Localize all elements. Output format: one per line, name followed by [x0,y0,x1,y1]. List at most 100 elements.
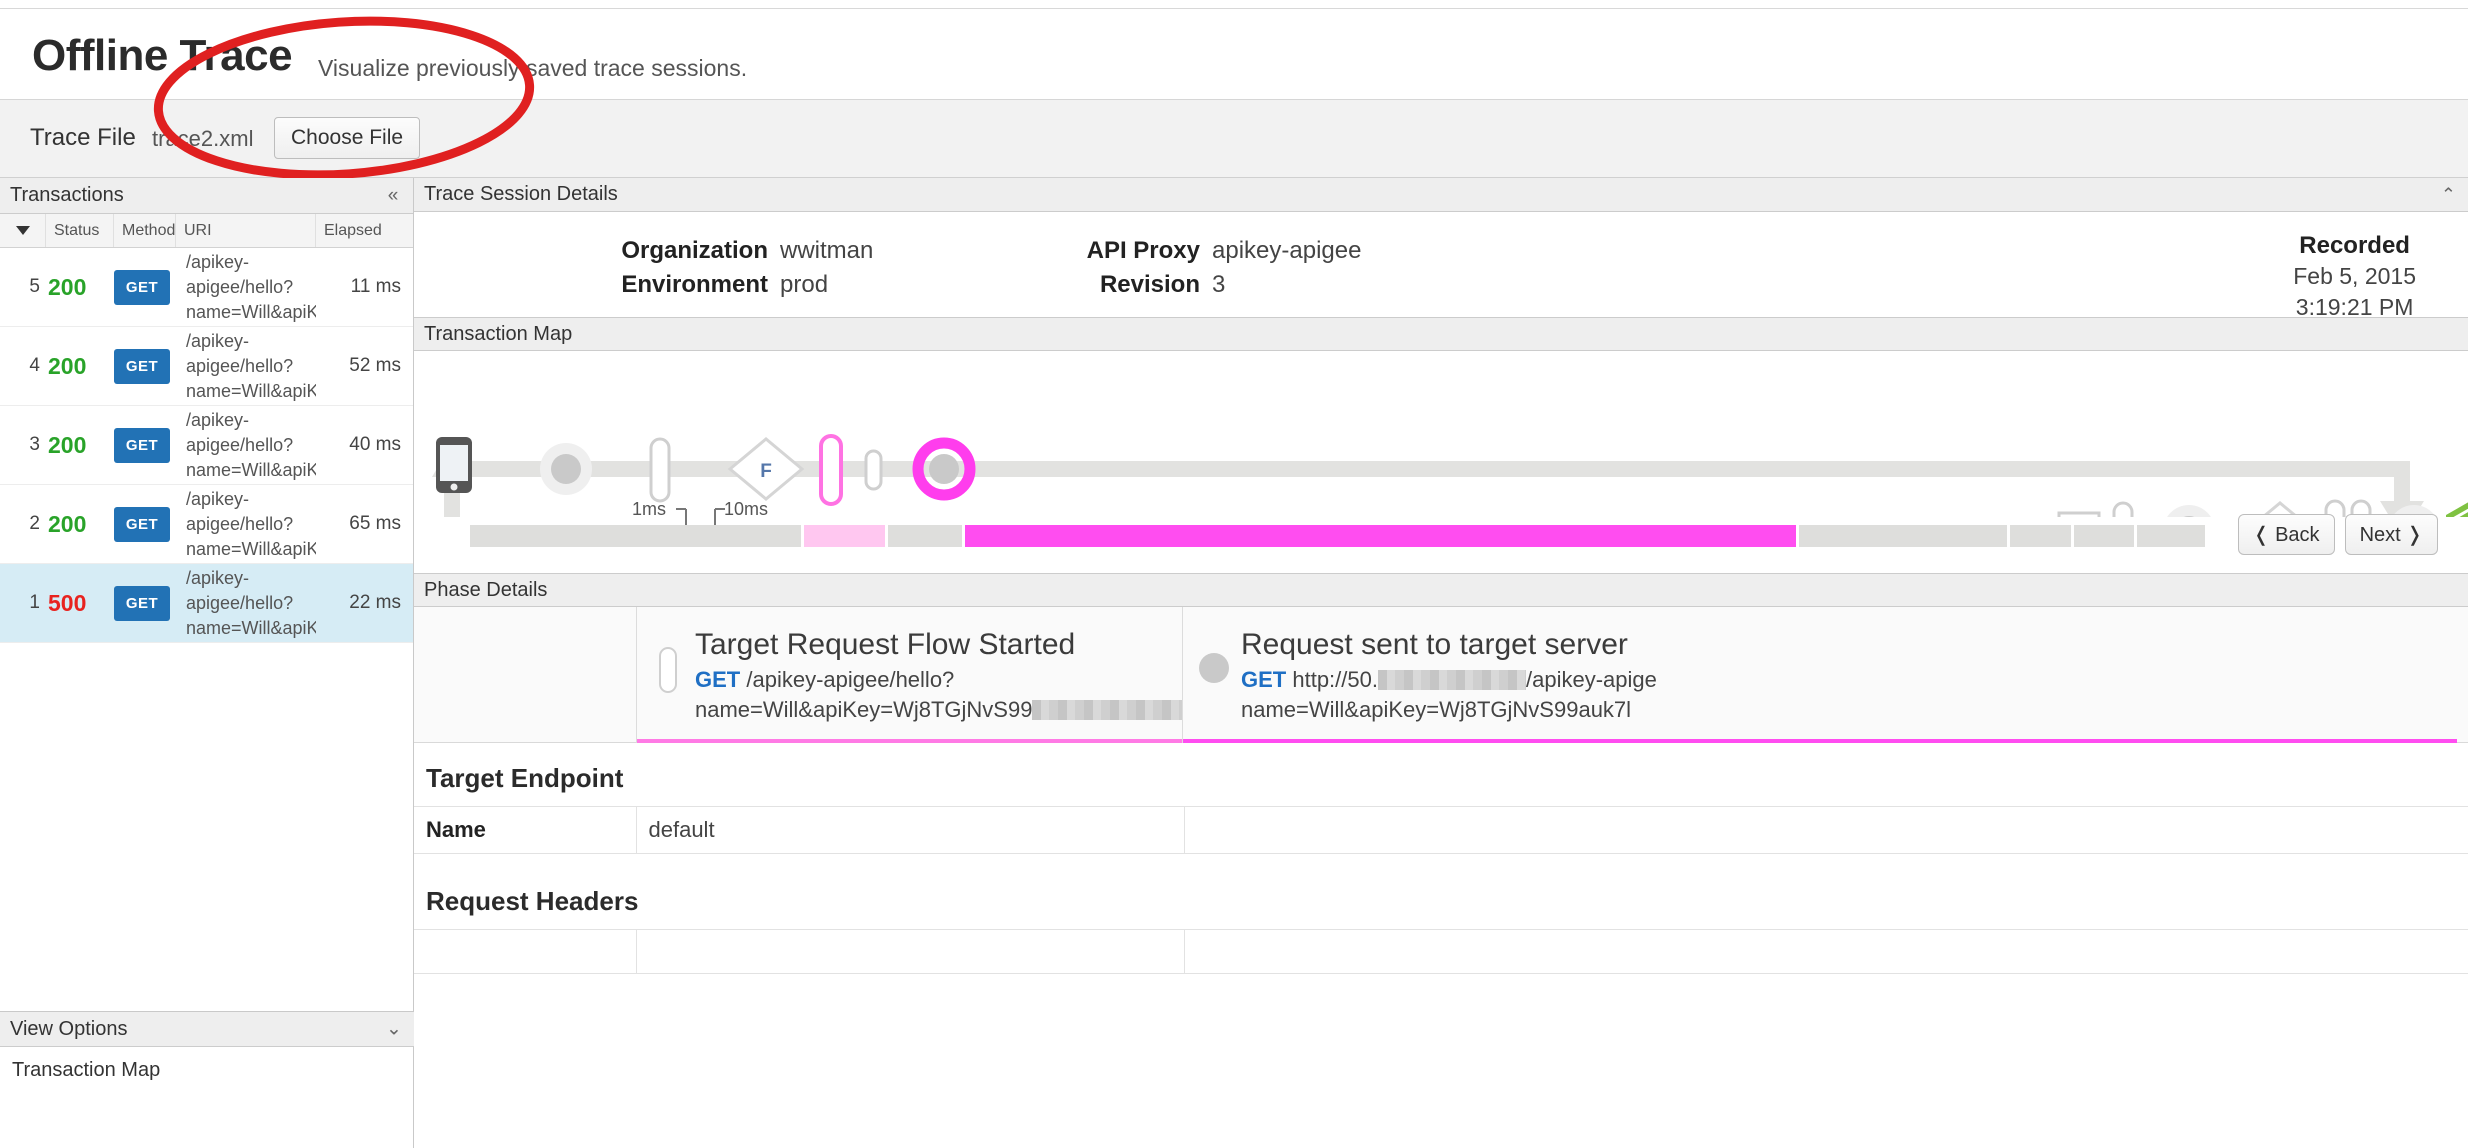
timeline-tick-10ms: 10ms [724,499,769,519]
api-proxy-label: API Proxy [1086,237,1200,264]
method-badge[interactable]: GET [114,506,170,542]
transaction-uri: /apikey-apigee/hello? name=Will&apiKe… [176,566,316,641]
trace-details-panel: Trace Session Details ⌃ Organization wwi… [414,178,2468,1148]
transaction-method: GET [114,427,176,463]
transaction-elapsed: 22 ms [349,592,401,613]
recorded-time: 3:19:21 PM [2295,294,2414,320]
table-row[interactable]: 2 200 GET/apikey-apigee/hello? name=Will&ap… [0,485,413,564]
uri-line-2: apigee/hello? [186,276,294,297]
timeline-segment-6[interactable] [2073,525,2135,547]
expand-view-options-icon[interactable]: ⌄ [386,1018,402,1040]
environment-label: Environment [621,271,768,298]
view-options-panel: View Options ⌄ Transaction Map [0,1011,414,1082]
transaction-index: 2 [29,513,40,534]
transaction-map-diagram: F AX F [432,434,2468,517]
transactions-panel-header: Transactions « [0,178,413,214]
uri-line-2: apigee/hello? [186,592,294,613]
choose-file-button[interactable]: Choose File [274,117,421,159]
phase-card-target-request-flow[interactable]: Target Request Flow Started GET /apikey-… [636,607,1183,743]
request-headers-table [414,929,2468,974]
table-row[interactable]: 3 200 GET/apikey-apigee/hello? name=Will&ap… [0,406,413,485]
revision-value: 3 [1212,271,1226,298]
timeline-segment-7[interactable] [2137,525,2206,547]
phase-card-request-sent[interactable]: Request sent to target server GET http:/… [1182,607,2457,743]
column-header-elapsed[interactable]: Elapsed [324,221,382,239]
phase-card-query: name=Will&apiKey=Wj8TGjNvS99auk7l [1241,697,1632,722]
timeline-bar[interactable] [470,525,2360,547]
uri-line-2: apigee/hello? [186,513,294,534]
transaction-uri: /apikey-apigee/hello? name=Will&apiKe… [176,408,316,483]
table-row[interactable]: 5 200 GET/apikey-apigee/hello? name=Will&ap… [0,248,413,327]
sort-column-header[interactable] [0,214,46,247]
pill-icon [659,647,677,693]
timeline-tick-marks [676,508,725,527]
recorded-date: Feb 5, 2015 [2293,263,2416,289]
environment-value: prod [780,271,829,298]
redacted-apikey [1032,700,1182,720]
dot-icon [1199,653,1229,683]
uri-line-2: apigee/hello? [186,434,294,455]
table-row[interactable]: 1 500 GET/apikey-apigee/hello? name=Will&ap… [0,564,413,643]
collapse-session-details-icon[interactable]: ⌃ [2440,184,2456,204]
timeline-segment-0[interactable] [470,525,801,547]
uri-line-3: name=Will&apiKe… [186,617,316,638]
phase-card-path: /apikey-apigee/hello? [746,667,955,692]
trace-file-label: Trace File [30,124,136,151]
transaction-method: GET [114,348,176,384]
transaction-map[interactable]: F AX F [414,351,2468,573]
back-button[interactable]: ❬ Back [2237,514,2335,555]
method-badge[interactable]: GET [114,348,170,384]
uri-line-1: /apikey- [186,330,250,351]
target-endpoint-table: Name default [414,806,2468,854]
view-option-transaction-map[interactable]: Transaction Map [12,1059,161,1081]
transactions-list: 5 200 GET/apikey-apigee/hello? name=Will&ap… [0,248,413,643]
transaction-elapsed: 52 ms [349,355,401,376]
method-badge[interactable]: GET [114,269,170,305]
timeline-segment-4[interactable] [1799,525,2008,547]
timeline-segment-3[interactable] [964,525,1797,547]
column-header-status[interactable]: Status [46,214,114,247]
method-badge[interactable]: GET [114,427,170,463]
next-button[interactable]: Next ❭ [2344,514,2438,555]
sort-descending-icon [15,226,30,235]
table-row[interactable]: 4 200 GET/apikey-apigee/hello? name=Will&ap… [0,327,413,406]
request-header-value [636,929,1185,974]
column-header-method[interactable]: Method [114,214,176,247]
timeline-segment-1[interactable] [803,525,886,547]
phase-card-accent-bar [637,739,1183,743]
timeline-segment-2[interactable] [888,525,962,547]
page-header: Offline Trace Visualize previously saved… [0,9,2468,99]
phase-card-title: Request sent to target server [1241,628,1628,661]
page-title: Offline Trace [32,31,293,80]
view-options-header[interactable]: View Options ⌄ [0,1011,414,1047]
transaction-uri: /apikey-apigee/hello? name=Will&apiKe… [176,329,316,404]
phase-details-header: Phase Details [414,573,2468,607]
transaction-status: 200 [48,273,87,300]
phase-card-host-prefix: http://50. [1292,667,1378,692]
transaction-elapsed: 40 ms [349,434,401,455]
svg-text:F: F [760,461,772,482]
revision-label: Revision [1099,271,1200,298]
transaction-uri: /apikey-apigee/hello? name=Will&apiKe… [176,250,316,325]
uri-line-1: /apikey- [186,488,250,509]
column-header-uri[interactable]: URI [176,214,316,247]
request-headers-heading: Request Headers [426,886,639,916]
target-endpoint-name-value: default [636,806,1185,854]
table-row [414,929,2468,974]
target-endpoint-name-key: Name [414,806,637,854]
revision-row: Revision 3 [1022,268,1361,302]
organization-value: wwitman [780,237,874,264]
transaction-status: 200 [48,352,87,379]
uri-line-3: name=Will&apiKe… [186,538,316,559]
collapse-panel-icon[interactable]: « [387,184,399,206]
timeline-tick-1ms: 1ms [632,499,667,519]
api-proxy-row: API Proxy apikey-apigee [1022,234,1362,268]
timeline-segment-5[interactable] [2010,525,2071,547]
transaction-index: 5 [29,276,40,297]
request-header-spacer [1184,929,2468,974]
method-badge[interactable]: GET [114,585,170,621]
map-navigation: ❬ Back Next ❭ [2237,514,2438,555]
phase-card-request-line: GET /apikey-apigee/hello? [695,665,1182,695]
transactions-column-headers: Status Method URI Elapsed [0,214,413,248]
